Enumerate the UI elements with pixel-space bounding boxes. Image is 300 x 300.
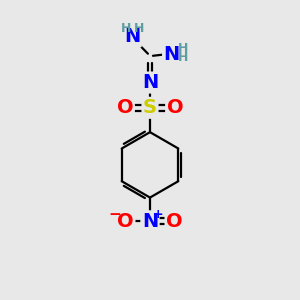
Text: O: O (117, 98, 133, 117)
Text: O: O (166, 212, 183, 231)
Text: N: N (142, 73, 158, 92)
Text: O: O (117, 212, 134, 231)
Text: N: N (142, 212, 158, 231)
Text: H: H (134, 22, 144, 34)
Text: −: − (109, 207, 121, 222)
Text: N: N (164, 45, 180, 64)
Text: N: N (124, 27, 140, 46)
Text: H: H (178, 51, 188, 64)
Text: O: O (167, 98, 183, 117)
Text: +: + (153, 208, 164, 221)
Text: H: H (120, 22, 131, 34)
Text: H: H (178, 42, 188, 56)
Text: S: S (143, 98, 157, 117)
